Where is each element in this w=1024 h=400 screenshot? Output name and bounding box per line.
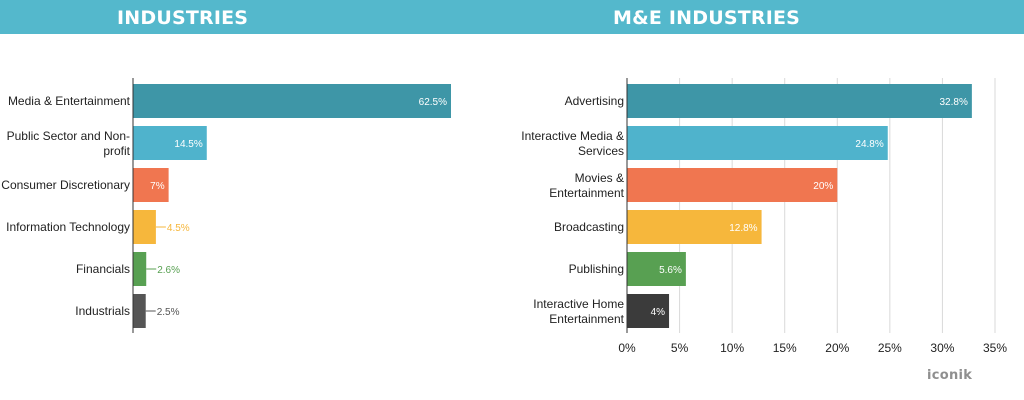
category-label: Information Technology [6,220,130,234]
category-label: Publishing [569,262,624,276]
data-label: 62.5% [419,97,447,108]
bar-financials [133,252,147,286]
category-label: Interactive Home Entertainment [533,297,624,326]
bar-media-and-entertainment [133,84,451,118]
category-label: Industrials [75,304,130,318]
category-label: Financials [76,262,130,276]
bar-consumer-discretionary [133,168,169,202]
data-label: 14.5% [174,139,202,150]
x-tick-label: 30% [930,341,954,355]
x-tick-label: 35% [983,341,1007,355]
x-tick-label: 20% [825,341,849,355]
data-label: 2.6% [157,265,180,276]
left-chart-title: INDUSTRIES [117,7,249,29]
bar-broadcasting [627,210,762,244]
category-label: Broadcasting [554,220,624,234]
data-label: 12.8% [729,223,757,234]
data-label: 4% [651,307,666,318]
data-label: 2.5% [157,307,180,318]
category-label: Movies & Entertainment [549,171,624,200]
bar-movies-and-entertainment [627,168,838,202]
category-label: Advertising [565,94,624,108]
data-label: 7% [150,181,165,192]
data-label: 32.8% [940,97,968,108]
data-label: 24.8% [855,139,883,150]
x-tick-label: 25% [878,341,902,355]
data-label: 5.6% [659,265,682,276]
data-label: 4.5% [167,223,190,234]
bar-interactive-media-and-services [627,126,888,160]
x-tick-label: 15% [773,341,797,355]
industries-chart: Media & Entertainment 62.5% Public Sector … [1,78,451,333]
category-label: Consumer Discretionary [1,178,130,192]
x-tick-label: 0% [618,341,636,355]
bar-advertising [627,84,972,118]
x-tick-label: 5% [671,341,689,355]
right-chart-title: M&E INDUSTRIES [613,7,801,29]
category-label: Interactive Media & Services [521,129,624,158]
bar-publishing [627,252,686,286]
bar-public-sector-and-non-profit [133,126,207,160]
bar-interactive-home-entertainment [627,294,670,328]
bar-information-technology [133,210,156,244]
category-label: Public Sector and Non-profit [7,129,131,158]
iconik-logo: iconik [927,368,973,383]
data-label: 20% [813,181,833,192]
header-band [0,0,1024,34]
x-tick-label: 10% [720,341,744,355]
bar-industrials [133,294,146,328]
category-label: Media & Entertainment [8,94,131,108]
